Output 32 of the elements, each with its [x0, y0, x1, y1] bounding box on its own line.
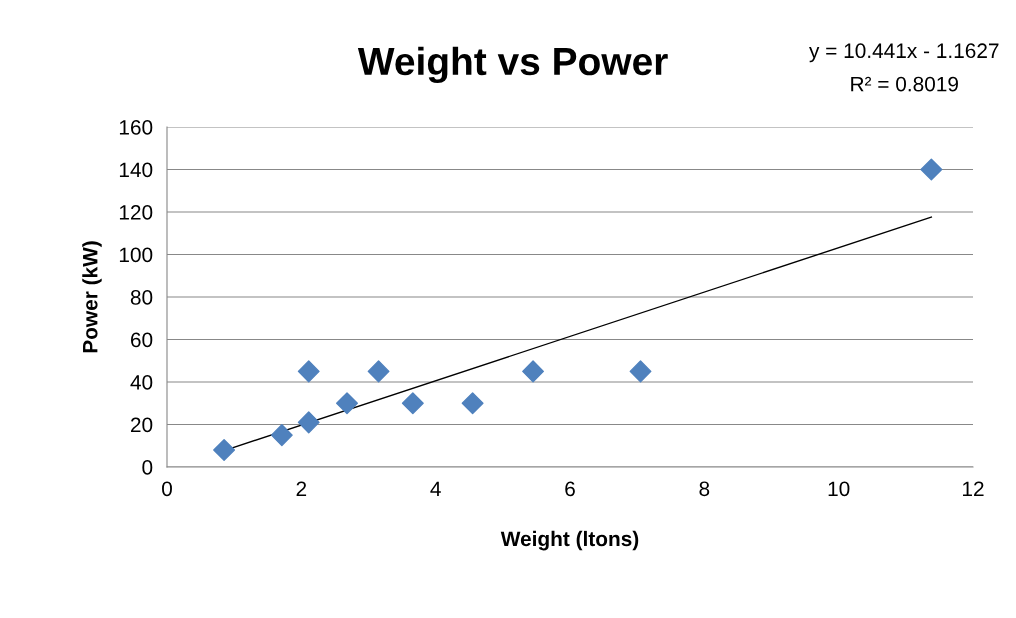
y-tick-label: 80 [130, 290, 153, 305]
y-tick-label: 160 [119, 120, 153, 135]
x-tick-label: 12 [963, 481, 984, 496]
y-tick-label: 100 [119, 247, 153, 263]
y-axis-title: Power (kW) [82, 241, 102, 353]
x-tick-label: 4 [430, 481, 441, 496]
point [270, 424, 293, 447]
x-axis-title: Weight (ltons) [500, 530, 639, 551]
point [297, 360, 320, 383]
x-tick-label: 8 [699, 481, 710, 497]
y-tick-label: 20 [130, 417, 153, 433]
text: R² = 0.8019 [851, 76, 958, 92]
point [401, 392, 424, 415]
point [213, 439, 236, 461]
text: y = 10.441x - 1.1627 [809, 43, 999, 63]
y-tick-label: 40 [130, 375, 153, 390]
point [461, 392, 484, 415]
x-tick-label: 10 [828, 481, 850, 497]
point [629, 360, 652, 383]
x-tick-label: 2 [296, 481, 307, 496]
point [367, 360, 390, 383]
y-tick-label: 120 [119, 205, 153, 220]
x-tick-label: 0 [162, 481, 172, 497]
y-tick-label: 0 [142, 460, 153, 475]
point [522, 360, 545, 383]
point [336, 392, 359, 415]
x-tick-label: 6 [565, 481, 575, 497]
point [297, 411, 320, 434]
y-tick-label: 140 [119, 162, 153, 178]
y-tick-label: 60 [131, 332, 153, 348]
chart-title: Weight vs Power [357, 46, 668, 84]
point [920, 158, 943, 181]
